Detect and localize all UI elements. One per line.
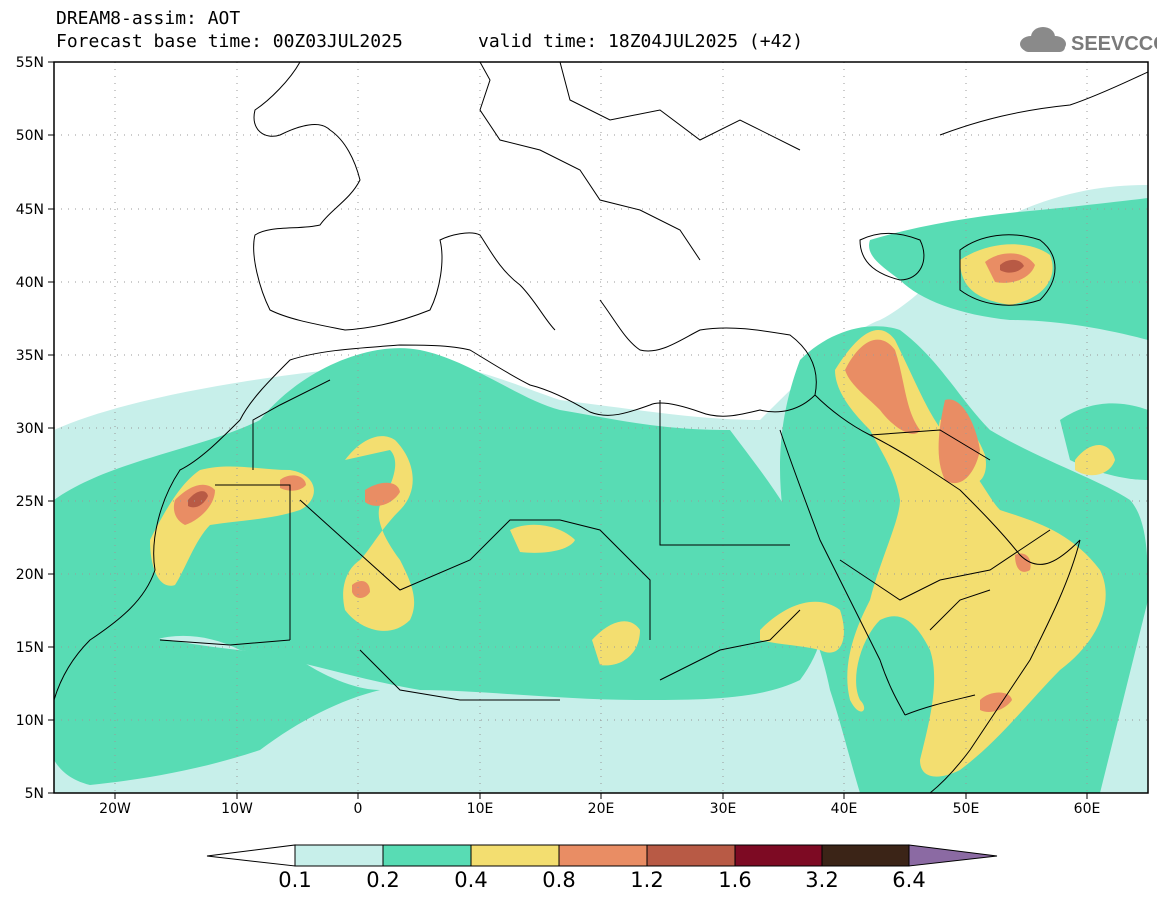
chart-title: DREAM8-assim: AOT bbox=[56, 8, 241, 29]
aot-band-0.2-sahara bbox=[54, 348, 824, 760]
lon-tick-label: 0 bbox=[354, 801, 363, 817]
lat-tick-label: 25N bbox=[16, 494, 44, 510]
coastlines bbox=[54, 62, 1148, 793]
lon-tick-label: 30E bbox=[710, 801, 737, 817]
colorbar-swatch bbox=[646, 844, 736, 867]
lon-tick-label: 10W bbox=[221, 801, 253, 817]
colorbar-left-arrow bbox=[206, 844, 296, 867]
aot-band-0.8-yemen bbox=[980, 692, 1012, 712]
lat-tick-label: 30N bbox=[16, 421, 44, 437]
valid-time: valid time: 18Z04JUL2025 (+42) bbox=[478, 31, 804, 52]
graticule bbox=[54, 62, 1148, 793]
seevccc-logo: SEEVCCC bbox=[1020, 27, 1157, 55]
aot-band-0.8-mauritania bbox=[280, 475, 306, 491]
aot-band-0.4-arabia bbox=[835, 330, 1106, 777]
colorbar-swatch bbox=[821, 844, 910, 867]
lat-tick-label: 40N bbox=[16, 275, 44, 291]
lat-axis: 55N 50N 45N 40N 35N 30N 25N 20N 15N 10N … bbox=[16, 55, 54, 802]
aot-band-0.8-algeria bbox=[365, 482, 400, 506]
colorbar-label: 0.1 bbox=[278, 868, 312, 892]
colorbar-label: 0.4 bbox=[454, 868, 488, 892]
aot-band-0.8-iraq bbox=[845, 339, 920, 434]
colorbar-label: 0.8 bbox=[542, 868, 576, 892]
lon-tick-label: 40E bbox=[831, 801, 858, 817]
aot-band-1.2-caspian bbox=[1000, 259, 1024, 273]
colorbar-swatch bbox=[558, 844, 648, 867]
lon-tick-label: 50E bbox=[953, 801, 980, 817]
colorbar-label: 0.2 bbox=[366, 868, 400, 892]
aot-band-0.4-chad bbox=[592, 621, 640, 666]
lat-tick-label: 50N bbox=[16, 128, 44, 144]
colorbar-swatch bbox=[734, 844, 823, 867]
lon-tick-label: 60E bbox=[1074, 801, 1101, 817]
lat-tick-label: 5N bbox=[25, 786, 44, 802]
colorbar-label: 3.2 bbox=[805, 868, 839, 892]
lat-tick-label: 15N bbox=[16, 640, 44, 656]
aot-band-0.4-libya bbox=[510, 524, 575, 553]
logo-text: SEEVCCC bbox=[1071, 33, 1157, 55]
colorbar-swatch bbox=[294, 844, 384, 867]
aot-band-1.2-westsahara bbox=[188, 491, 208, 508]
lat-tick-label: 10N bbox=[16, 713, 44, 729]
lon-axis: 20W 10W 0 10E 20E 30E 40E 50E 60E bbox=[99, 793, 1100, 817]
colorbar-swatch bbox=[908, 844, 998, 867]
lat-tick-label: 55N bbox=[16, 55, 44, 71]
colorbar-swatch bbox=[470, 844, 560, 867]
forecast-base-time: Forecast base time: 00Z03JUL2025 bbox=[56, 31, 403, 52]
lon-tick-label: 20E bbox=[588, 801, 615, 817]
cloud-icon bbox=[1020, 27, 1066, 52]
aot-band-0.8-oman bbox=[1015, 553, 1031, 572]
aot-band-0.4-east bbox=[1075, 445, 1115, 476]
aot-band-0.4-sudan bbox=[760, 601, 844, 653]
colorbar-label: 1.2 bbox=[630, 868, 664, 892]
aot-band-0.8-mali bbox=[352, 580, 370, 598]
lat-tick-label: 20N bbox=[16, 567, 44, 583]
lat-tick-label: 45N bbox=[16, 202, 44, 218]
colorbar-swatch bbox=[382, 844, 472, 867]
lon-tick-label: 20W bbox=[99, 801, 131, 817]
aot-band-0.2-sahel bbox=[54, 560, 380, 785]
lon-tick-label: 10E bbox=[467, 801, 494, 817]
colorbar-label: 1.6 bbox=[718, 868, 752, 892]
colorbar bbox=[206, 844, 998, 867]
lat-tick-label: 35N bbox=[16, 348, 44, 364]
colorbar-label: 6.4 bbox=[892, 868, 926, 892]
